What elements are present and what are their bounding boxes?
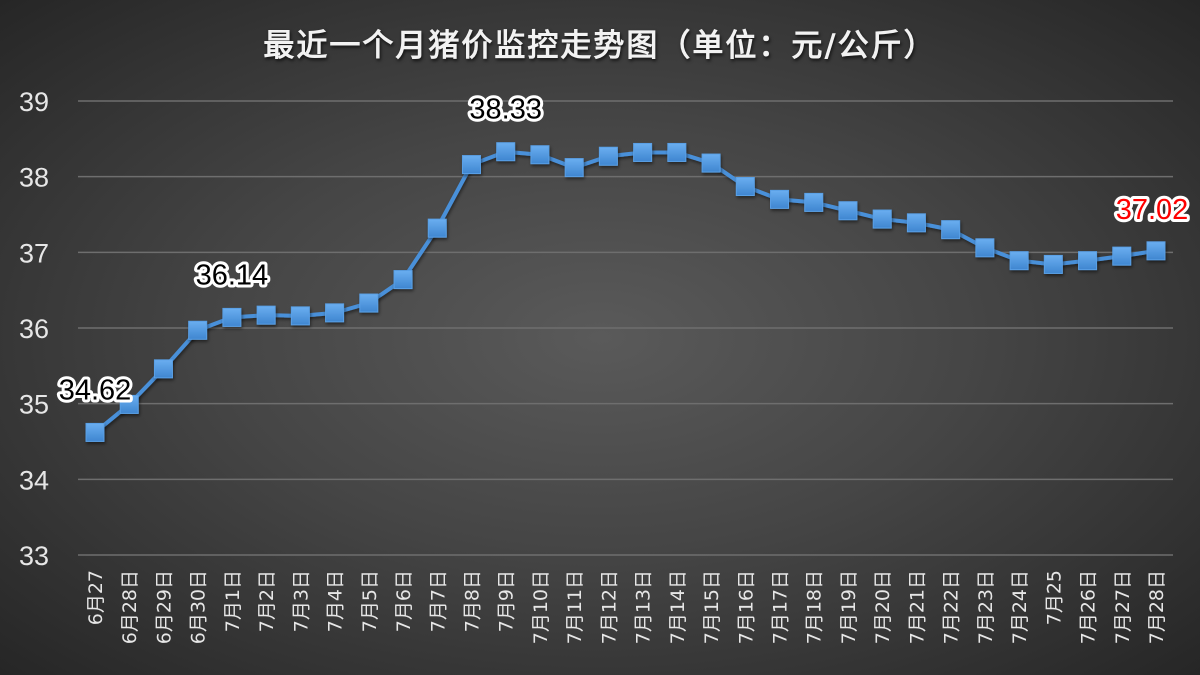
data-marker — [119, 394, 139, 414]
data-marker — [188, 320, 208, 340]
x-tick-label: 7月25 — [1043, 570, 1065, 625]
data-marker — [393, 270, 413, 290]
data-marker — [1009, 251, 1029, 271]
x-tick-label: 6月27 — [85, 570, 107, 625]
x-tick-label: 7月22日 — [941, 570, 963, 644]
data-marker — [633, 142, 653, 162]
x-tick-label: 7月8日 — [461, 570, 483, 632]
x-tick-label: 7月14日 — [667, 570, 689, 644]
y-tick-label: 37 — [19, 238, 49, 268]
x-tick-label: 7月16日 — [735, 570, 757, 644]
x-tick-label: 7月10日 — [530, 570, 552, 644]
data-marker — [564, 158, 584, 178]
x-tick-label: 7月24日 — [1009, 570, 1031, 644]
x-tick-label: 7月15日 — [701, 570, 723, 644]
data-marker — [222, 307, 242, 327]
series-line — [85, 142, 1166, 442]
data-marker — [872, 209, 892, 229]
data-marker — [1146, 241, 1166, 261]
x-tick-label: 7月5日 — [359, 570, 381, 632]
y-tick-label: 38 — [19, 163, 49, 193]
x-tick-label: 7月21日 — [906, 570, 928, 644]
series-path — [93, 149, 1157, 434]
data-marker — [427, 218, 447, 238]
x-tick-label: 7月11日 — [564, 570, 586, 644]
data-label: 38.33 — [469, 94, 542, 126]
data-marker — [1112, 246, 1132, 266]
data-marker — [941, 220, 961, 240]
data-labels: 34.62 36.14 38.33 37.02 — [56, 91, 1192, 410]
y-tick-label: 33 — [19, 541, 49, 571]
data-marker — [1078, 251, 1098, 271]
y-tick-label: 35 — [19, 390, 49, 420]
x-tick-label: 7月26日 — [1078, 570, 1100, 644]
data-marker — [290, 306, 310, 326]
x-tick-label: 6月29日 — [153, 570, 175, 644]
x-tick-label: 7月28日 — [1146, 570, 1168, 644]
x-axis: 6月27 6月28日 6月29日 6月30日 7月1日 7月2日 7月3日 7月4日 7月5日 7… — [85, 570, 1168, 644]
x-tick-label: 7月13日 — [633, 570, 655, 644]
data-marker — [701, 153, 721, 173]
data-marker — [153, 359, 173, 379]
x-tick-label: 7月4日 — [325, 570, 347, 632]
y-tick-label: 36 — [19, 314, 49, 344]
x-tick-label: 7月1日 — [222, 570, 244, 632]
x-tick-label: 7月3日 — [290, 570, 312, 632]
x-tick-label: 7月18日 — [804, 570, 826, 644]
data-marker — [804, 192, 824, 212]
y-tick-label: 34 — [19, 465, 49, 495]
data-marker — [667, 142, 687, 162]
x-tick-label: 6月28日 — [119, 570, 141, 644]
chart-title: 最近一个月猪价监控走势图（单位：元/公斤） — [263, 28, 937, 64]
x-tick-label: 7月19日 — [838, 570, 860, 644]
data-label: 37.02 — [1116, 194, 1189, 226]
x-tick-label: 7月23日 — [975, 570, 997, 644]
data-marker — [359, 293, 379, 313]
data-marker — [906, 213, 926, 233]
data-marker — [325, 303, 345, 323]
data-marker — [735, 177, 755, 197]
data-marker — [256, 305, 276, 325]
data-marker — [530, 145, 550, 165]
y-axis: 33 34 35 36 37 38 39 — [19, 87, 49, 571]
x-tick-label: 7月2日 — [256, 570, 278, 632]
data-marker — [85, 422, 105, 442]
y-tick-label: 39 — [19, 87, 49, 117]
x-tick-label: 7月7日 — [427, 570, 449, 632]
data-marker — [496, 142, 516, 162]
x-tick-label: 7月6日 — [393, 570, 415, 632]
data-marker — [598, 146, 618, 166]
x-tick-label: 7月12日 — [598, 570, 620, 644]
data-marker — [770, 189, 790, 209]
x-tick-label: 7月17日 — [770, 570, 792, 644]
data-marker — [838, 201, 858, 221]
data-marker — [461, 155, 481, 175]
x-tick-label: 6月30日 — [188, 570, 210, 644]
data-marker — [1043, 254, 1063, 274]
data-label: 34.62 — [59, 374, 132, 406]
x-tick-label: 7月20日 — [872, 570, 894, 644]
x-tick-label: 7月9日 — [496, 570, 518, 632]
gridlines — [78, 100, 1173, 556]
x-tick-label: 7月27日 — [1112, 570, 1134, 644]
data-marker — [975, 238, 995, 258]
data-label: 36.14 — [196, 259, 269, 291]
